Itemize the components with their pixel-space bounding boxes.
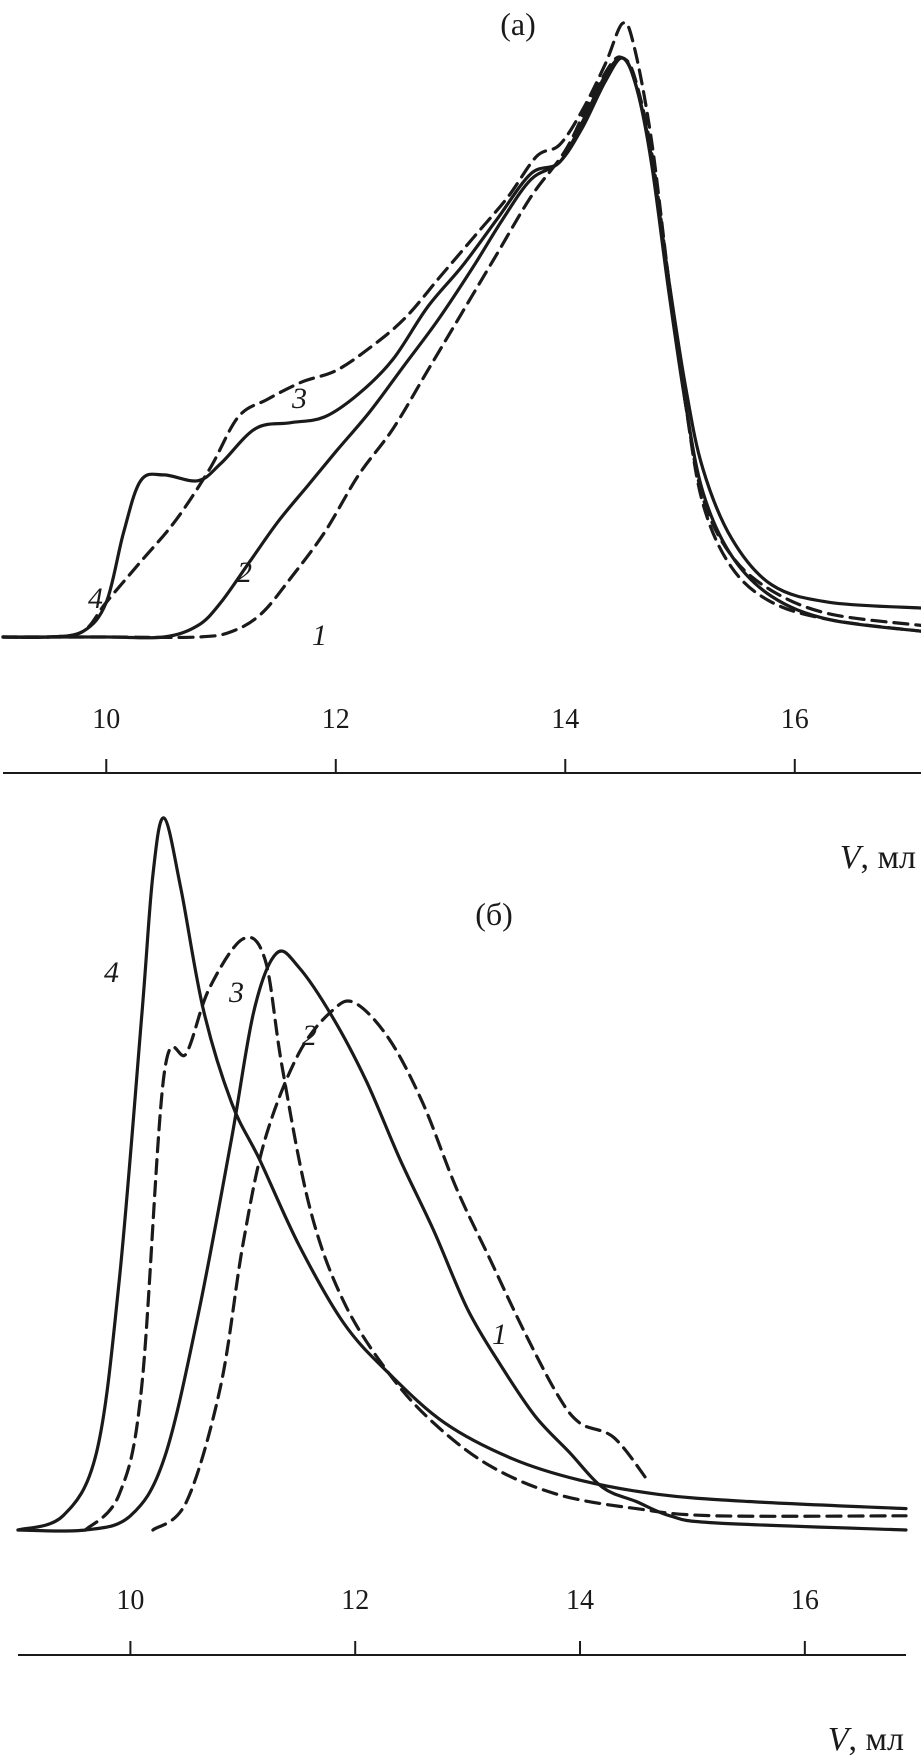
panel-a-curve-label-2: 2 <box>237 556 252 589</box>
panel-b-series-2-line <box>16 949 908 1533</box>
panel-a-series-2-line <box>1 56 921 640</box>
panel-a: (а) 10 12 14 16 V, мл 1 2 3 4 <box>1 6 921 876</box>
panel-b-x-tick-label-10: 10 <box>116 1585 144 1616</box>
panel-b-curve-label-1: 1 <box>492 1318 507 1351</box>
panel-a-curve-label-4: 4 <box>88 582 103 615</box>
panel-a-x-ticks: 10 12 14 16 <box>92 704 809 773</box>
panel-a-series-4-line <box>1 56 921 640</box>
panel-a-series-3-line <box>1 21 921 640</box>
panel-a-x-tick-label-14: 14 <box>551 704 579 735</box>
panel-b-label: (б) <box>475 896 513 932</box>
panel-a-curve-label-3: 3 <box>291 382 307 415</box>
panel-b-series-group <box>16 816 908 1533</box>
panel-b-x-ticks: 10 12 14 16 <box>116 1585 819 1655</box>
panel-a-label: (а) <box>500 6 536 42</box>
panel-b-curve-label-3: 3 <box>228 976 244 1009</box>
panel-b-series-1-line <box>151 999 650 1532</box>
panel-b-curve-label-2: 2 <box>302 1019 317 1052</box>
panel-b-x-tick-label-12: 12 <box>341 1585 369 1616</box>
panel-a-series-1-line <box>1 55 921 640</box>
panel-b-series-4-line <box>16 816 908 1532</box>
panel-b-x-axis-title: V, мл <box>828 1721 904 1758</box>
panel-a-x-tick-label-10: 10 <box>92 704 120 735</box>
panel-a-curve-label-1: 1 <box>312 619 327 652</box>
panel-b: (б) 10 12 14 16 V, мл 1 2 3 4 <box>16 816 908 1758</box>
panel-b-x-axis-unit: , мл <box>849 1721 905 1758</box>
panel-a-x-tick-label-12: 12 <box>322 704 350 735</box>
panel-a-x-axis-title: V, мл <box>840 839 916 876</box>
panel-b-x-tick-label-16: 16 <box>791 1585 819 1616</box>
panel-a-x-tick-label-16: 16 <box>781 704 809 735</box>
panel-a-x-axis-unit: , мл <box>861 839 917 876</box>
panel-b-x-tick-label-14: 14 <box>566 1585 594 1616</box>
panel-b-series-3-line <box>83 935 908 1532</box>
panel-b-curve-label-4: 4 <box>104 956 119 989</box>
panel-a-series-group <box>1 21 921 640</box>
